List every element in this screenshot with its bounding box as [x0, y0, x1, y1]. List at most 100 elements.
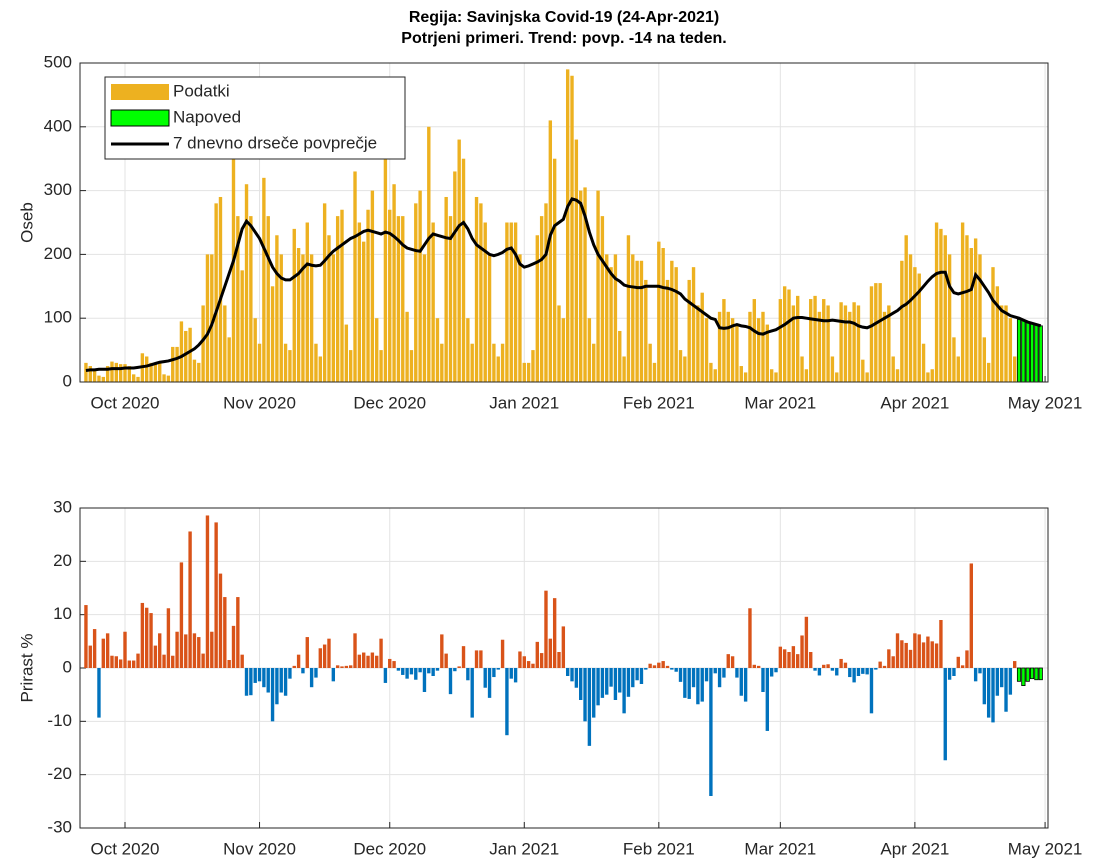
bar [340, 209, 344, 382]
bar [631, 254, 635, 382]
growth-bar [409, 668, 414, 675]
growth-bar [861, 668, 865, 674]
bar [683, 356, 687, 382]
growth-bar [322, 644, 327, 668]
growth-bar [848, 668, 852, 678]
growth-bar [678, 668, 683, 682]
y-axis-label: Prirast % [17, 634, 36, 703]
bar [739, 366, 743, 382]
chart-subtitle: Potrjeni primeri. Trend: povp. -14 na te… [401, 30, 726, 47]
growth-bar [153, 645, 158, 668]
forecast-bar [1038, 667, 1043, 681]
growth-bar [396, 668, 401, 671]
bar [644, 279, 648, 382]
forecast-bar [1021, 667, 1026, 687]
bar [730, 318, 735, 382]
bar [943, 235, 947, 382]
bar [947, 254, 952, 382]
bar [891, 356, 895, 382]
growth-bar [253, 668, 257, 683]
growth-bar [930, 641, 934, 668]
growth-bar [240, 654, 244, 668]
x-tick-label: Jan 2021 [489, 839, 559, 858]
bar [934, 222, 939, 382]
growth-bar [483, 668, 487, 688]
bar [179, 321, 184, 382]
bar [171, 346, 175, 382]
bar [908, 254, 913, 382]
bar [539, 216, 544, 382]
bar [184, 330, 188, 382]
growth-bar [800, 635, 804, 668]
x-tick-label: Jan 2021 [489, 393, 559, 412]
growth-bar [270, 668, 275, 722]
bar [843, 305, 848, 382]
growth-bar [865, 668, 869, 675]
bar [418, 190, 422, 382]
bar [904, 235, 908, 382]
axes-box [79, 507, 1049, 829]
growth-bar [522, 656, 526, 668]
bar [1034, 324, 1039, 383]
bar [158, 362, 162, 382]
bar [405, 311, 409, 382]
bar [687, 279, 691, 382]
bar [861, 359, 865, 382]
growth-bar [383, 668, 388, 683]
bar [88, 366, 92, 382]
growth-bar [236, 597, 240, 668]
bar [348, 350, 353, 382]
bar [700, 292, 704, 382]
growth-bar [913, 633, 917, 668]
growth-bar [401, 668, 405, 675]
growth-bar [622, 668, 626, 714]
bar [622, 356, 626, 382]
bar [609, 267, 613, 382]
bar [322, 203, 327, 382]
bar [318, 356, 322, 382]
bar [973, 238, 978, 382]
growth-bar [314, 668, 318, 678]
growth-bar [500, 639, 505, 668]
bar [756, 318, 761, 382]
bar [414, 203, 418, 382]
bar [483, 222, 487, 382]
bar [743, 372, 748, 382]
bar [210, 254, 214, 382]
growth-bar [704, 668, 709, 682]
growth-bar [227, 660, 231, 668]
growth-bar [904, 642, 908, 668]
bar [492, 343, 496, 382]
growth-bar [648, 663, 652, 668]
bar [570, 75, 574, 382]
growth-bar [947, 668, 952, 680]
growth-bar [92, 629, 97, 668]
bar [518, 254, 522, 382]
bar [583, 187, 587, 382]
y-tick-label: 200 [44, 244, 72, 263]
growth-bar [353, 633, 357, 668]
growth-bar [887, 649, 891, 668]
growth-bar [717, 668, 722, 688]
bar [995, 286, 1000, 382]
growth-bar [743, 668, 748, 702]
growth-bar [431, 668, 435, 676]
growth-bar [114, 656, 119, 668]
bar [192, 359, 197, 382]
growth-bar [722, 668, 726, 678]
moving-average-line [85, 197, 1042, 373]
bar [500, 343, 505, 382]
growth-bar [952, 668, 956, 676]
growth-bar [518, 651, 522, 668]
y-tick-label: 100 [44, 308, 72, 327]
bar [991, 267, 995, 382]
growth-bar [496, 668, 500, 670]
growth-bar [796, 654, 800, 668]
growth-bar [908, 649, 913, 668]
y-tick-label: 20 [53, 551, 72, 570]
forecast-bar [1025, 667, 1030, 682]
bar [678, 350, 683, 382]
bar [544, 203, 548, 382]
bar [388, 209, 392, 382]
growth-bar [583, 668, 587, 722]
